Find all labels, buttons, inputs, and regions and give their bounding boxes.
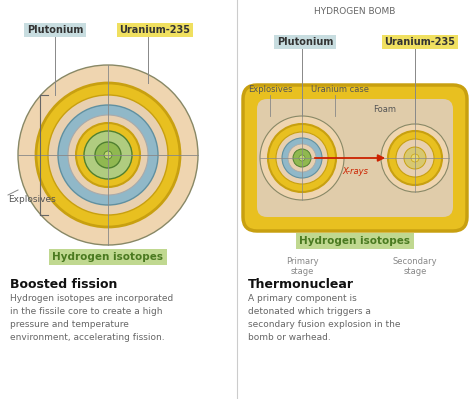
Text: HYDROGEN BOMB: HYDROGEN BOMB bbox=[314, 8, 396, 16]
Text: Explosives: Explosives bbox=[248, 85, 292, 95]
FancyBboxPatch shape bbox=[243, 85, 467, 231]
Circle shape bbox=[268, 124, 336, 192]
Circle shape bbox=[282, 138, 322, 178]
Text: X-rays: X-rays bbox=[342, 168, 368, 176]
Circle shape bbox=[404, 147, 426, 169]
Circle shape bbox=[299, 155, 305, 161]
Text: Foam: Foam bbox=[374, 105, 396, 115]
Text: Boosted fission: Boosted fission bbox=[10, 278, 118, 291]
Text: A primary component is
detonated which triggers a
secondary fusion explosion in : A primary component is detonated which t… bbox=[248, 294, 401, 342]
Circle shape bbox=[68, 115, 148, 195]
Circle shape bbox=[396, 139, 434, 177]
Circle shape bbox=[36, 83, 180, 227]
Circle shape bbox=[260, 116, 344, 200]
Text: Plutonium: Plutonium bbox=[27, 25, 83, 35]
Circle shape bbox=[411, 154, 419, 162]
Text: Uranium-235: Uranium-235 bbox=[119, 25, 191, 35]
Text: Primary
stage: Primary stage bbox=[286, 257, 319, 277]
Circle shape bbox=[293, 149, 311, 167]
Circle shape bbox=[95, 142, 121, 168]
FancyBboxPatch shape bbox=[257, 99, 453, 217]
Circle shape bbox=[18, 65, 198, 245]
Circle shape bbox=[276, 132, 328, 184]
Circle shape bbox=[58, 105, 158, 205]
Circle shape bbox=[84, 131, 132, 179]
Text: Plutonium: Plutonium bbox=[277, 37, 333, 47]
Text: Explosives: Explosives bbox=[8, 196, 56, 205]
Circle shape bbox=[381, 124, 449, 192]
Text: Secondary
stage: Secondary stage bbox=[392, 257, 438, 277]
Circle shape bbox=[76, 123, 140, 187]
Text: Hydrogen isotopes: Hydrogen isotopes bbox=[53, 252, 164, 262]
Circle shape bbox=[388, 131, 442, 185]
Text: Uranium case: Uranium case bbox=[311, 85, 369, 95]
Circle shape bbox=[104, 151, 112, 159]
Text: Uranium-235: Uranium-235 bbox=[384, 37, 456, 47]
Circle shape bbox=[48, 95, 168, 215]
Text: Thermonuclear: Thermonuclear bbox=[248, 278, 354, 291]
Circle shape bbox=[288, 144, 316, 172]
Text: Hydrogen isotopes: Hydrogen isotopes bbox=[300, 236, 410, 246]
Text: Hydrogen isotopes are incorporated
in the fissile core to create a high
pressure: Hydrogen isotopes are incorporated in th… bbox=[10, 294, 173, 342]
